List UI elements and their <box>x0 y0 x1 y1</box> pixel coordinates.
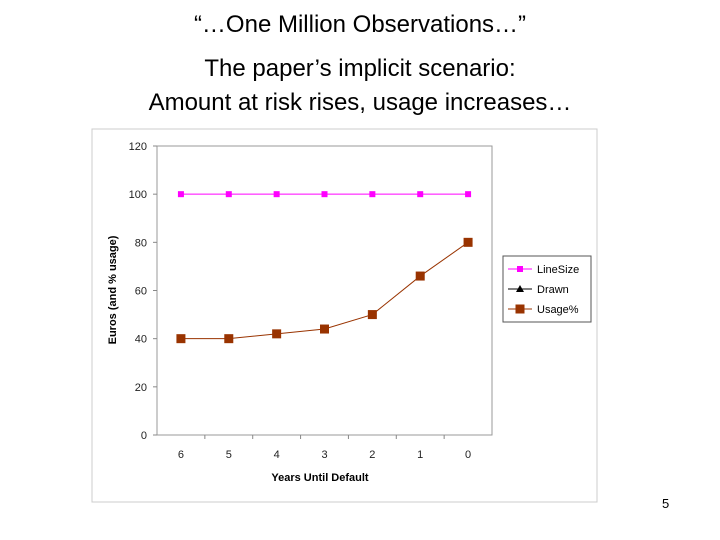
plot-area <box>156 145 493 436</box>
data-point-usage <box>224 334 234 344</box>
y-tick-label: 80 <box>135 237 147 249</box>
x-axis: 6 5 4 3 2 1 0 <box>178 435 471 461</box>
data-point-usage <box>320 324 329 334</box>
x-tick-label: 5 <box>226 449 232 461</box>
slide-title-line-2: The paper’s implicit scenario: <box>204 55 516 82</box>
data-point-usage <box>176 334 186 344</box>
x-tick-label: 2 <box>369 449 375 461</box>
data-point-linesize <box>273 191 280 198</box>
data-point-linesize <box>225 191 232 198</box>
x-axis-title: Years Until Default <box>271 472 369 484</box>
data-point-usage <box>415 271 425 281</box>
data-point-linesize <box>369 191 376 198</box>
slide-title-line-1: “…One Million Observations…” <box>193 11 527 38</box>
data-point-linesize <box>465 191 472 198</box>
y-axis-title: Euros (and % usage) <box>107 235 119 344</box>
legend-label: Usage% <box>537 304 579 316</box>
legend-label: LineSize <box>537 264 579 276</box>
legend-marker <box>517 266 523 272</box>
x-tick-label: 0 <box>465 449 471 461</box>
legend-label: Drawn <box>537 284 569 296</box>
y-tick-label: 60 <box>135 286 147 298</box>
data-point-linesize <box>321 191 328 198</box>
data-point-linesize <box>417 191 424 198</box>
page-number: 5 <box>662 496 670 511</box>
x-tick-label: 6 <box>178 449 184 461</box>
data-point-usage <box>367 310 377 320</box>
legend-marker <box>516 285 524 292</box>
x-tick-label: 4 <box>274 449 280 461</box>
y-tick-label: 0 <box>141 430 147 442</box>
data-point-usage <box>272 329 282 339</box>
y-tick-label: 20 <box>135 382 147 394</box>
data-point-usage <box>463 237 473 247</box>
y-tick-label: 40 <box>135 334 147 346</box>
slide-title-line-3: Amount at risk rises, usage increases… <box>148 89 572 116</box>
data-point-linesize <box>177 191 184 198</box>
x-tick-label: 3 <box>321 449 327 461</box>
y-tick-label: 120 <box>129 141 147 153</box>
x-tick-label: 1 <box>417 449 423 461</box>
y-tick-label: 100 <box>129 189 147 201</box>
legend: LineSize Drawn Usage% <box>508 264 579 316</box>
series-layer <box>176 191 473 344</box>
y-axis: 0 20 40 60 80 100 120 <box>129 141 157 442</box>
legend-marker <box>515 304 525 314</box>
